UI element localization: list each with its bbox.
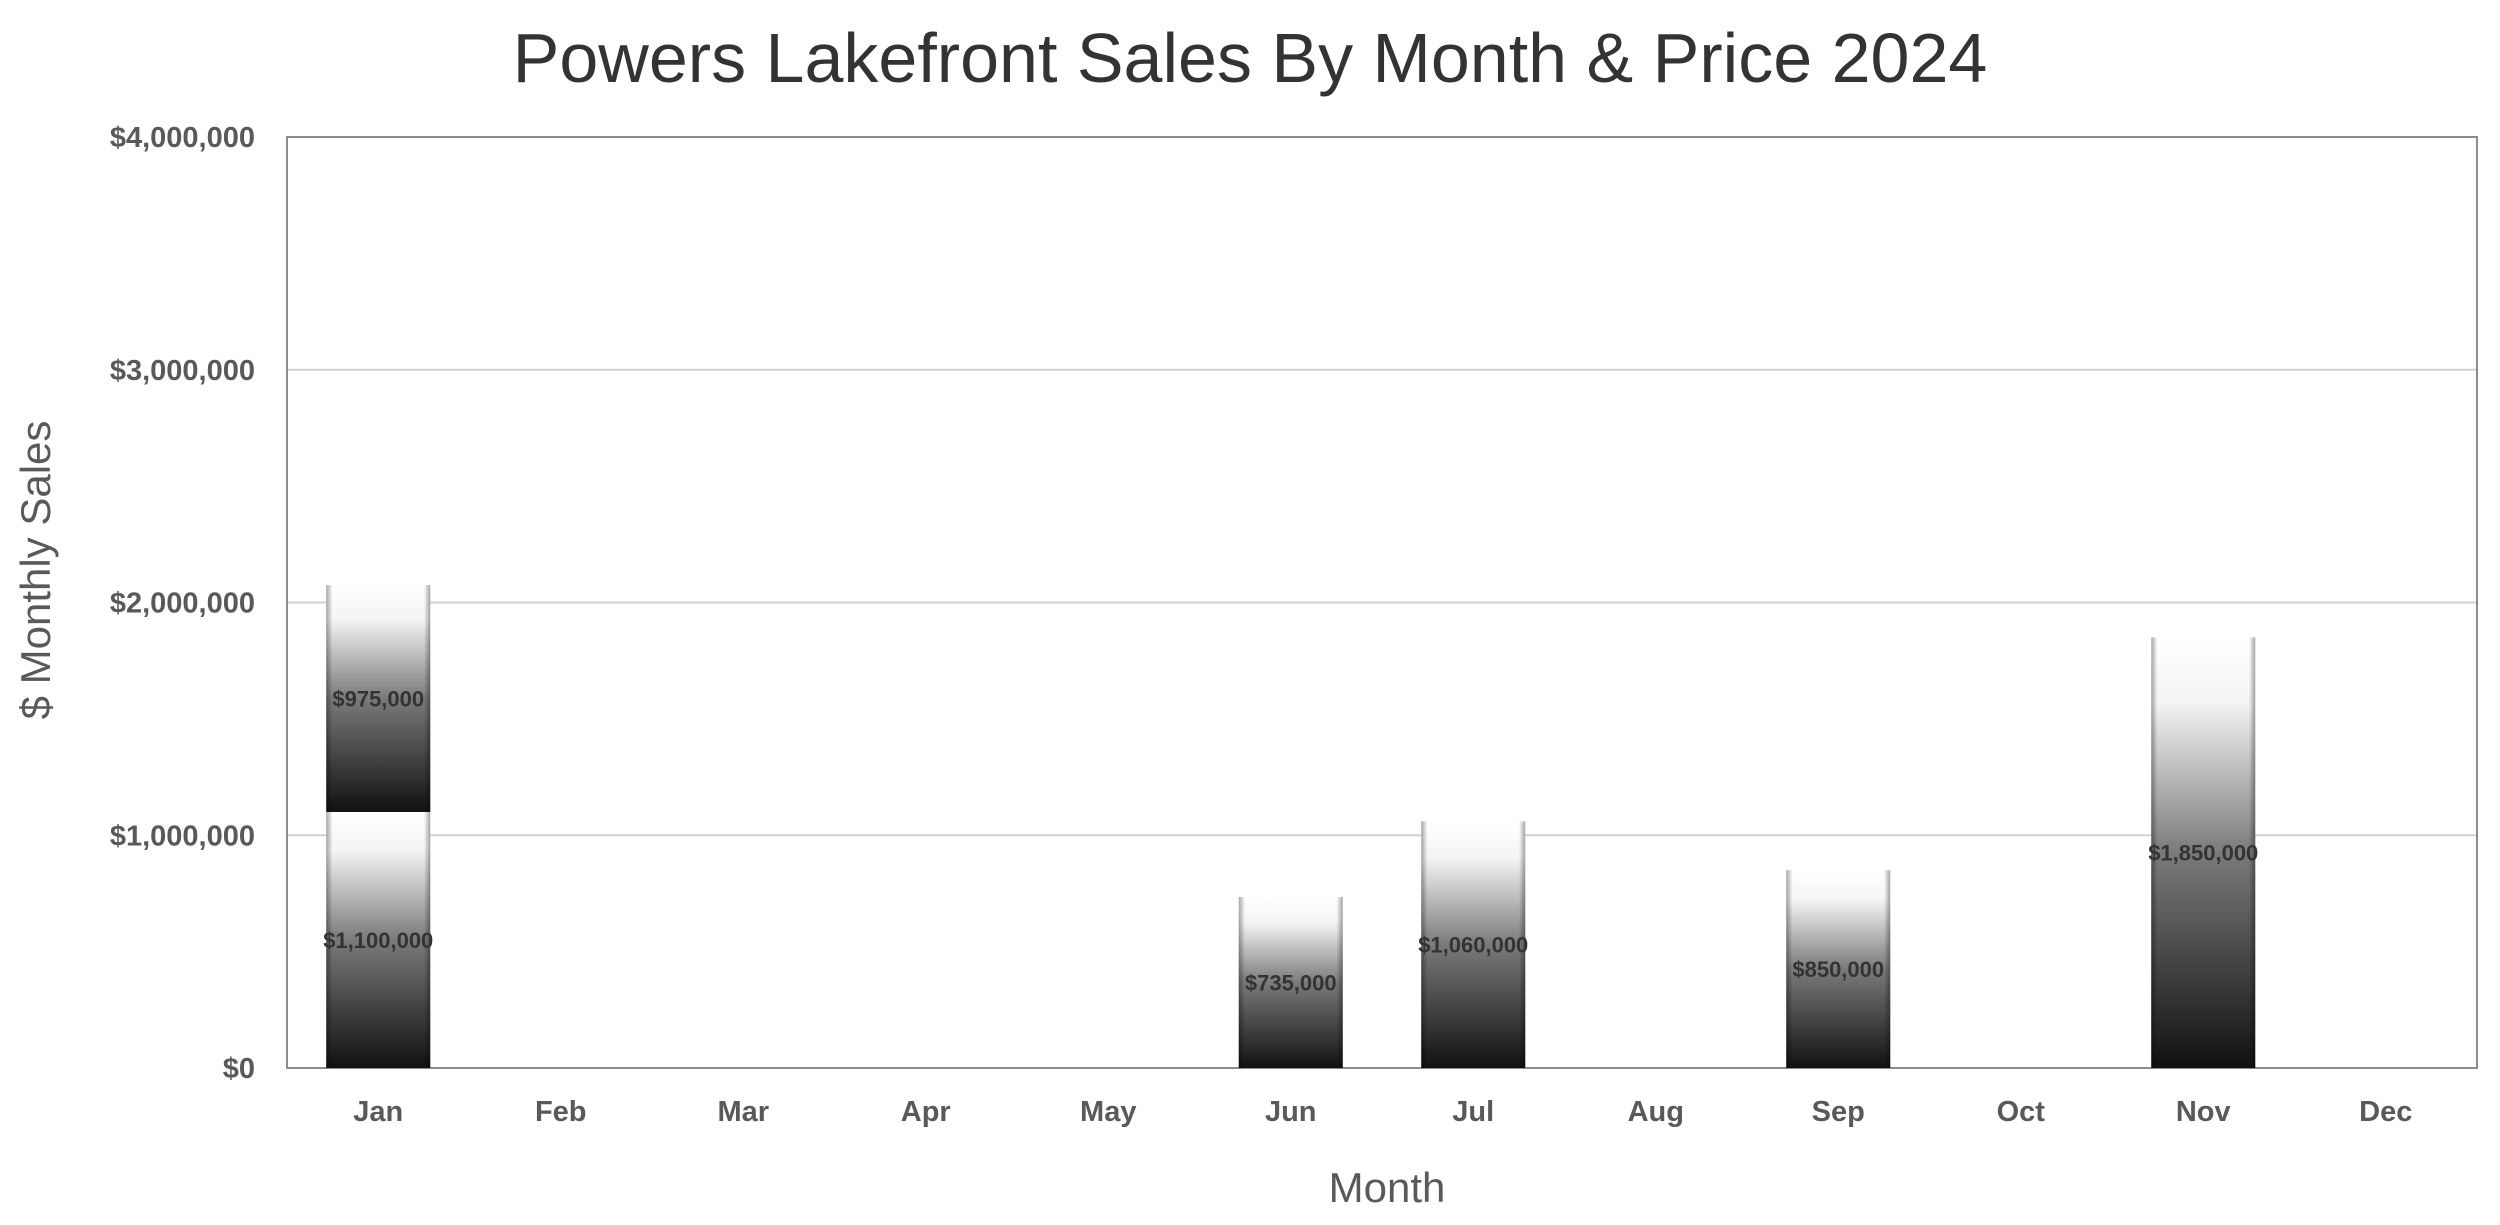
- x-tick-label: Aug: [1628, 1096, 1684, 1128]
- x-tick-label: Apr: [901, 1096, 951, 1128]
- y-axis-title: $ Monthly Sales: [12, 421, 59, 720]
- bar-value-label: $1,850,000: [2148, 841, 2258, 866]
- gridlines: [287, 368, 2477, 837]
- bar-segment-edge: [326, 585, 431, 812]
- plot-border: [286, 136, 2478, 1069]
- y-tick-label: $2,000,000: [110, 588, 255, 620]
- x-tick-label: Dec: [2359, 1096, 2412, 1128]
- plot-area: [286, 136, 2478, 1069]
- x-tick-label: Feb: [535, 1096, 587, 1128]
- bars: [326, 585, 2256, 1068]
- x-tick-label: Jul: [1452, 1096, 1494, 1128]
- bar-segment-edge: [1238, 896, 1343, 1068]
- bar-value-label: $1,100,000: [323, 928, 433, 953]
- bar-value-label: $1,060,000: [1418, 933, 1528, 958]
- bar-segment-edge: [1786, 870, 1891, 1068]
- x-tick-label: Jun: [1265, 1096, 1317, 1128]
- x-tick-label: Jan: [353, 1096, 403, 1128]
- y-tick-label: $3,000,000: [110, 355, 255, 387]
- bar-value-label: $850,000: [1792, 957, 1884, 982]
- x-tick-label: Sep: [1812, 1096, 1865, 1128]
- x-tick-label: Nov: [2176, 1096, 2231, 1128]
- y-axis-ticks: $0 $1,000,000 $2,000,000 $3,000,000 $4,000,0…: [110, 122, 255, 1085]
- y-tick-label: $1,000,000: [110, 820, 255, 852]
- y-tick-label: $4,000,000: [110, 122, 255, 154]
- x-tick-label: May: [1080, 1096, 1136, 1128]
- x-tick-label: Oct: [1997, 1096, 2046, 1128]
- bar-segment-edge: [326, 811, 431, 1068]
- bar-value-label: $735,000: [1245, 970, 1337, 995]
- bar-segment-edge: [2151, 637, 2256, 1068]
- x-axis-title: Month: [1329, 1164, 1446, 1211]
- x-axis-ticks: Jan Feb Mar Apr May Jun Jul Aug Sep Oct Nov Dec: [353, 1096, 2412, 1128]
- chart-title: Powers Lakefront Sales By Month & Price …: [513, 19, 1988, 97]
- bar-value-label: $975,000: [332, 687, 424, 712]
- y-tick-label: $0: [223, 1053, 255, 1085]
- data-labels: $1,100,000 $735,000 $1,060,000 $850,000 $1,8…: [323, 687, 2258, 996]
- x-tick-label: Mar: [717, 1096, 769, 1128]
- bar-segment-edge: [1421, 821, 1526, 1068]
